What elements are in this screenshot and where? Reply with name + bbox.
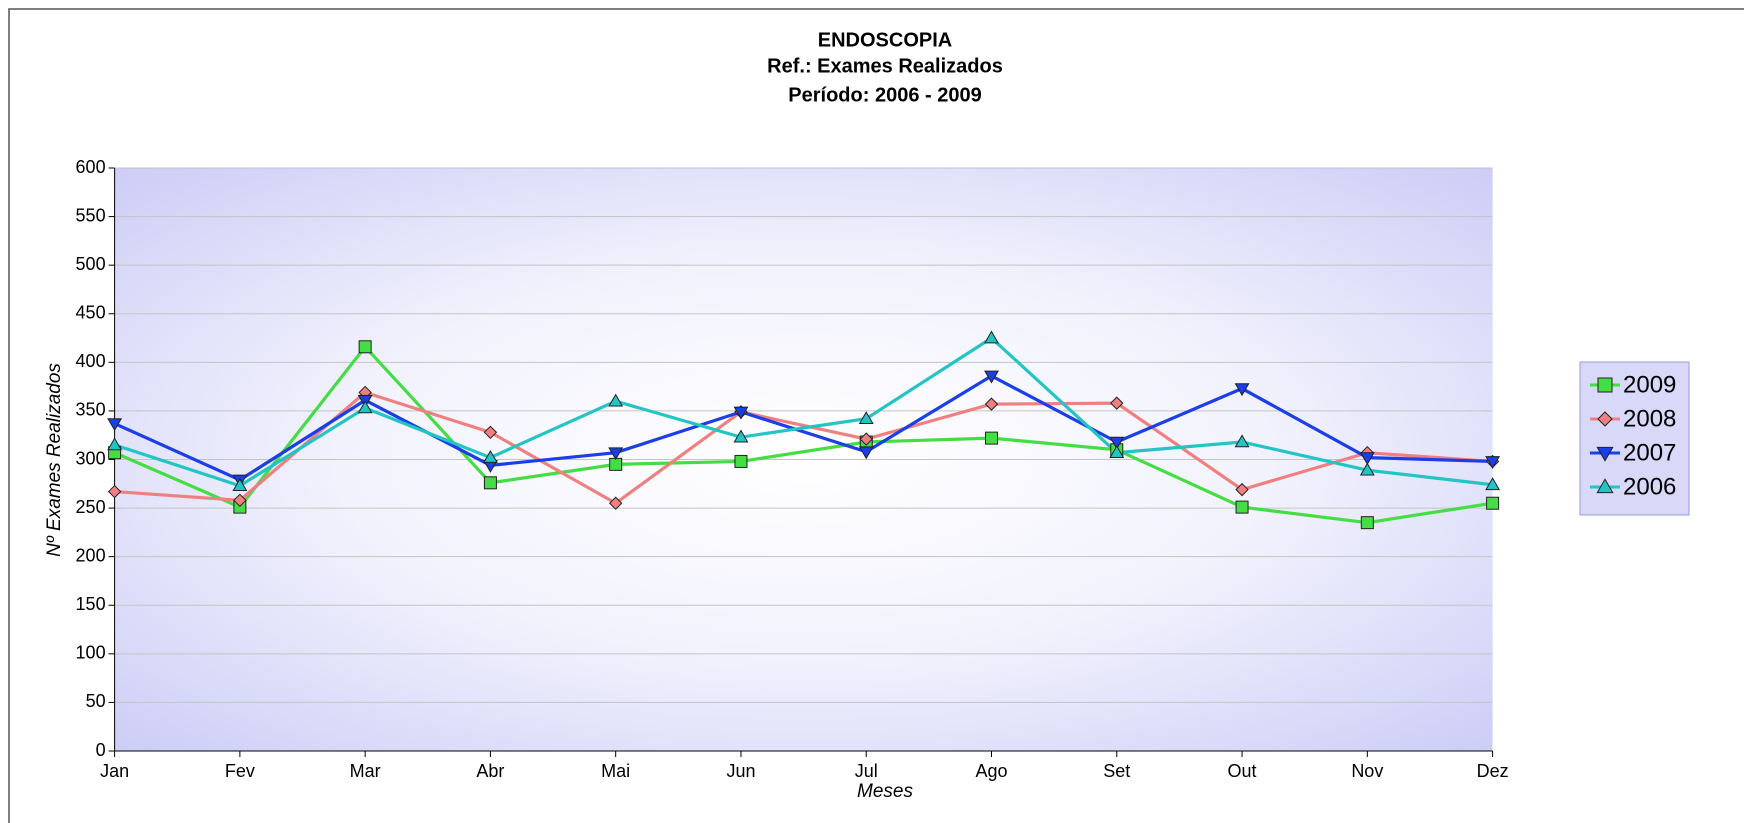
marker <box>1359 452 1375 466</box>
x-tick-label: Jan <box>100 761 129 781</box>
chart-subtitle: Ref.: Exames Realizados <box>767 55 1003 77</box>
legend-label: 2007 <box>1623 439 1676 466</box>
y-tick-label: 350 <box>76 400 106 420</box>
marker <box>1235 500 1249 514</box>
series-line <box>113 374 1493 482</box>
marker <box>984 330 999 344</box>
y-tick-label: 600 <box>76 157 106 177</box>
marker <box>358 340 372 354</box>
marker <box>1597 377 1613 393</box>
marker <box>608 393 624 407</box>
marker <box>357 400 373 414</box>
marker <box>1486 496 1500 510</box>
y-tick-label: 450 <box>76 303 106 323</box>
marker <box>1234 434 1250 448</box>
y-tick-label: 300 <box>76 448 106 468</box>
marker <box>1360 516 1374 530</box>
marker <box>1597 411 1613 427</box>
x-axis-label: Meses <box>857 781 913 802</box>
marker <box>1234 383 1250 397</box>
series-line <box>114 336 1493 488</box>
y-tick-label: 100 <box>76 643 106 663</box>
x-tick-label: Jul <box>855 761 878 781</box>
y-tick-label: 250 <box>76 497 106 517</box>
marker <box>483 476 497 490</box>
marker <box>233 493 247 508</box>
legend-label: 2008 <box>1623 405 1676 432</box>
marker <box>858 411 874 424</box>
marker <box>984 397 999 411</box>
marker <box>1485 456 1501 470</box>
x-tick-label: Jun <box>726 761 755 781</box>
marker <box>984 370 999 384</box>
x-tick-label: Nov <box>1351 761 1383 781</box>
x-tick-label: Mai <box>601 761 630 781</box>
series-line <box>113 344 1493 525</box>
marker <box>1110 396 1124 410</box>
marker <box>608 496 623 510</box>
y-tick-label: 50 <box>86 691 106 711</box>
y-axis-label: Nº Exames Realizados <box>44 363 65 557</box>
y-tick-label: 550 <box>76 205 106 225</box>
legend-label: 2006 <box>1623 473 1676 500</box>
marker <box>859 432 873 446</box>
marker <box>483 425 498 440</box>
x-tick-label: Out <box>1228 761 1257 781</box>
marker <box>1596 478 1614 494</box>
legend-label: 2009 <box>1623 371 1676 398</box>
marker <box>107 418 123 432</box>
series-line <box>114 390 1493 506</box>
y-tick-label: 500 <box>76 254 106 274</box>
x-tick-label: Ago <box>975 761 1007 781</box>
x-tick-label: Fev <box>225 761 255 781</box>
marker <box>608 447 624 461</box>
marker <box>1235 482 1249 497</box>
y-tick-label: 150 <box>76 594 106 614</box>
marker <box>1359 462 1375 476</box>
x-tick-label: Set <box>1103 761 1130 781</box>
marker <box>107 437 123 451</box>
y-tick-label: 0 <box>96 740 106 760</box>
marker <box>232 478 248 492</box>
marker <box>107 484 122 499</box>
marker <box>858 446 874 460</box>
x-tick-label: Abr <box>476 761 504 781</box>
marker <box>734 454 748 468</box>
marker <box>733 406 749 420</box>
x-tick-label: Mar <box>350 761 381 781</box>
frame <box>8 8 1744 823</box>
marker <box>1485 477 1501 491</box>
marker <box>482 449 498 463</box>
marker <box>1109 445 1125 458</box>
marker <box>733 429 749 443</box>
chart-title: ENDOSCOPIA <box>818 29 952 51</box>
y-tick-label: 400 <box>76 351 106 371</box>
marker <box>1109 436 1125 450</box>
x-tick-label: Dez <box>1477 761 1509 781</box>
marker <box>985 431 999 445</box>
chart-subtitle: Período: 2006 - 2009 <box>788 84 981 106</box>
y-tick-label: 200 <box>76 545 106 565</box>
marker <box>1596 446 1614 462</box>
